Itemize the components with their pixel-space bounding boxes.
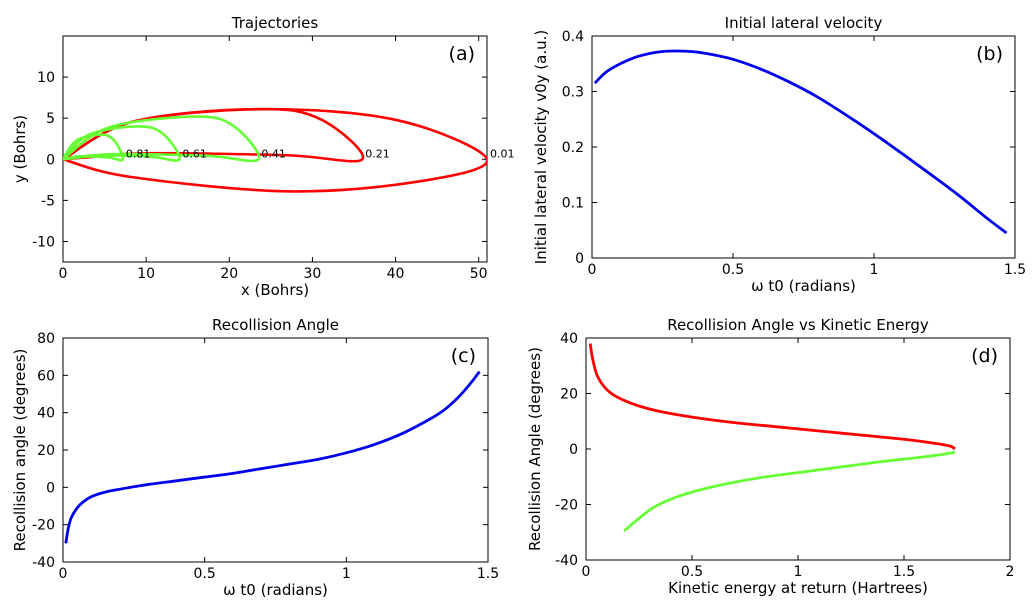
chart-title: Recollision Angle vs Kinetic Energy bbox=[667, 316, 929, 334]
x-axis-label: Kinetic energy at return (Hartrees) bbox=[668, 579, 928, 597]
x-tick-label: 20 bbox=[220, 266, 238, 282]
x-axis-label: x (Bohrs) bbox=[241, 281, 309, 299]
y-tick-label: -5 bbox=[41, 193, 55, 209]
x-tick-label: 1.5 bbox=[1004, 262, 1026, 278]
y-axis-label: Recollision angle (degrees) bbox=[11, 349, 29, 552]
x-tick-label: 40 bbox=[387, 266, 405, 282]
trajectory-label: 0.21 bbox=[365, 147, 390, 160]
panel-tag: (b) bbox=[976, 43, 1003, 65]
chart-title: Trajectories bbox=[231, 14, 319, 32]
y-tick-label: -40 bbox=[555, 553, 578, 569]
x-tick-label: 30 bbox=[303, 266, 321, 282]
x-tick-label: 1 bbox=[794, 564, 803, 580]
y-tick-label: -20 bbox=[555, 498, 578, 514]
y-tick-label: 10 bbox=[37, 70, 55, 86]
y-tick-label: 0 bbox=[575, 251, 584, 267]
x-tick-label: 0 bbox=[588, 262, 597, 278]
y-tick-label: 20 bbox=[560, 387, 578, 403]
trajectory-label: 0.41 bbox=[261, 147, 286, 160]
panel-c: 0 0.5 1 1.5 -40 -20 0 20 40 60 80 Recollision Angle… bbox=[11, 316, 499, 599]
x-tick-label: 0 bbox=[59, 566, 68, 582]
y-tick-label: 20 bbox=[37, 443, 55, 459]
panel-tag: (a) bbox=[449, 43, 475, 65]
y-tick-label: 40 bbox=[560, 331, 578, 347]
y-tick-label: 0 bbox=[46, 480, 55, 496]
x-axis-label: ω t0 (radians) bbox=[751, 277, 856, 295]
y-tick-label: 0 bbox=[569, 442, 578, 458]
panel-tag: (d) bbox=[971, 345, 998, 367]
x-tick-label: 1.5 bbox=[477, 566, 499, 582]
plot-frame bbox=[62, 35, 488, 263]
series-line bbox=[623, 450, 956, 532]
y-axis-label: Initial lateral velocity v0y (a.u.) bbox=[532, 30, 550, 264]
panel-b: 0 0.5 1 1.5 0 0.1 0.2 0.3 0.4 Initial lateral vel… bbox=[532, 14, 1026, 295]
y-tick-label: -40 bbox=[32, 555, 55, 571]
trajectory-label: 0.81 bbox=[126, 147, 151, 160]
y-tick-label: -20 bbox=[32, 518, 55, 534]
plot-frame bbox=[591, 35, 1016, 259]
x-tick-label: 1 bbox=[342, 566, 351, 582]
x-tick-label: 1 bbox=[870, 262, 879, 278]
trajectory-line bbox=[63, 133, 125, 162]
y-tick-label: 0.4 bbox=[562, 29, 584, 45]
series-line bbox=[64, 370, 481, 544]
chart-title: Initial lateral velocity bbox=[725, 14, 883, 32]
y-tick-label: 40 bbox=[37, 406, 55, 422]
y-tick-label: 0.3 bbox=[562, 85, 584, 101]
series-line bbox=[593, 49, 1008, 235]
plot-frame bbox=[62, 337, 489, 563]
panel-d: 0 0.5 1 1.5 2 -40 -20 0 20 40 Recollision Angle vs… bbox=[526, 316, 1014, 597]
x-tick-label: 0.5 bbox=[194, 566, 216, 582]
y-tick-label: 5 bbox=[46, 111, 55, 127]
y-tick-label: 60 bbox=[37, 368, 55, 384]
y-tick-label: 80 bbox=[37, 331, 55, 347]
x-tick-label: 1.5 bbox=[893, 564, 915, 580]
x-tick-label: 0.5 bbox=[722, 262, 744, 278]
y-tick-label: 0 bbox=[46, 152, 55, 168]
x-tick-label: 0 bbox=[582, 564, 591, 580]
y-tick-label: 0.1 bbox=[562, 196, 584, 212]
y-tick-label: 0.2 bbox=[562, 140, 584, 156]
y-axis-label: y (Bohrs) bbox=[11, 115, 29, 183]
panel-tag: (c) bbox=[451, 345, 476, 367]
plot-frame bbox=[585, 337, 1011, 561]
x-tick-label: 0.5 bbox=[681, 564, 703, 580]
panel-a: 0 10 20 30 40 50 -10 -5 0 5 10 Trajectories (a) x (Bo… bbox=[11, 14, 515, 299]
chart-title: Recollision Angle bbox=[212, 316, 339, 334]
y-tick-label: -10 bbox=[32, 234, 55, 250]
x-axis-label: ω t0 (radians) bbox=[223, 581, 328, 599]
x-tick-label: 50 bbox=[470, 266, 488, 282]
x-tick-label: 0 bbox=[59, 266, 68, 282]
trajectory-label: 0.61 bbox=[182, 147, 207, 160]
y-axis-label: Recollision Angle (degrees) bbox=[526, 347, 544, 551]
trajectory-label: 0.01 bbox=[490, 147, 515, 160]
x-tick-label: 10 bbox=[137, 266, 155, 282]
x-tick-label: 2 bbox=[1006, 564, 1015, 580]
series-line bbox=[588, 343, 956, 451]
